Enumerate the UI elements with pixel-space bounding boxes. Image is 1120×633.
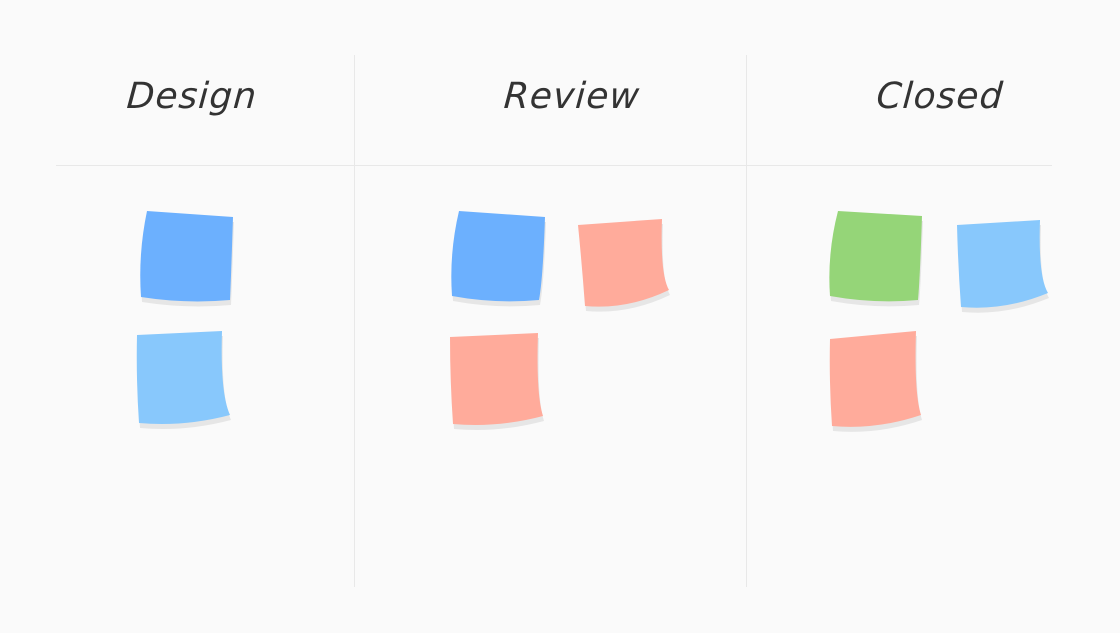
sticky-note-light-blue[interactable] [136, 331, 230, 424]
header-divider [56, 165, 1052, 166]
sticky-note-salmon[interactable] [829, 331, 921, 427]
column-divider [746, 55, 747, 587]
sticky-note-blue[interactable] [451, 211, 545, 302]
sticky-note-salmon[interactable] [578, 219, 669, 307]
sticky-note-light-blue[interactable] [957, 220, 1048, 308]
sticky-note-salmon[interactable] [450, 333, 543, 425]
column-divider [354, 55, 355, 587]
sticky-note-blue[interactable] [140, 211, 233, 302]
sticky-note-green[interactable] [829, 211, 922, 302]
